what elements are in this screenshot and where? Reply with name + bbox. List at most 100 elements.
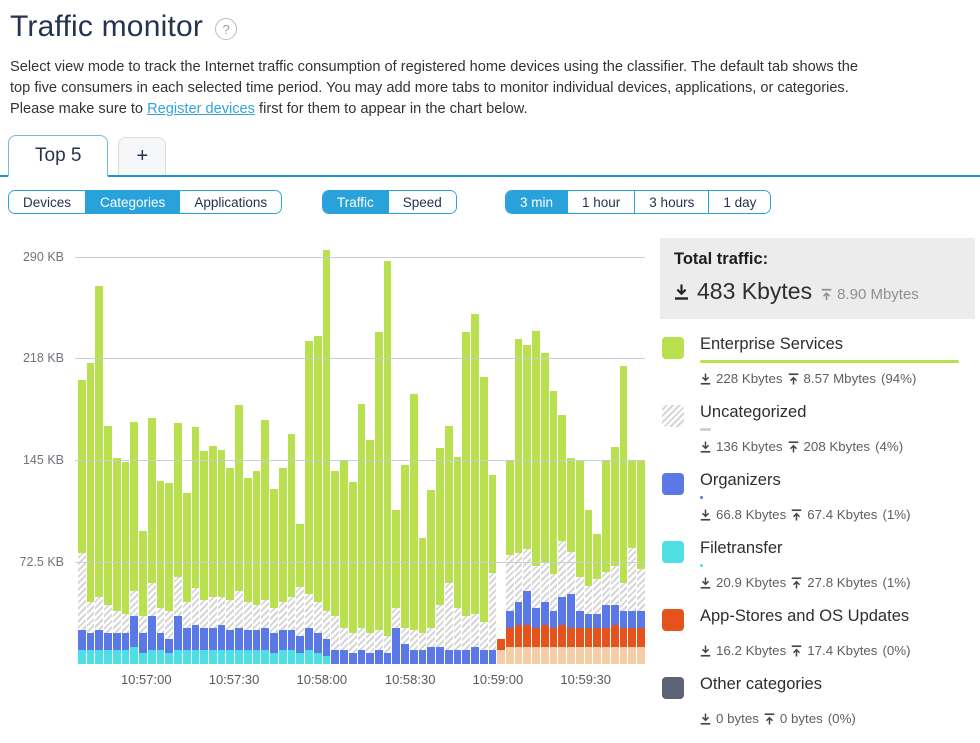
chart-bar[interactable] — [243, 477, 252, 664]
chart-bar[interactable] — [217, 449, 226, 664]
bar-segment-organizers — [575, 610, 584, 628]
legend-item[interactable]: Uncategorized 136 Kbytes 208 Kbytes (4%) — [660, 403, 975, 454]
chart-bar[interactable] — [121, 462, 130, 664]
chart-bar[interactable] — [278, 468, 287, 664]
legend-swatch — [662, 609, 684, 631]
chart-bar[interactable] — [418, 538, 427, 664]
chart-bar[interactable] — [479, 377, 488, 664]
chart-bar[interactable] — [313, 336, 322, 664]
register-devices-link[interactable]: Register devices — [147, 101, 255, 117]
segment-button-1-day[interactable]: 1 day — [708, 191, 771, 213]
chart-bar[interactable] — [392, 510, 401, 664]
bar-segment-enterprise — [505, 459, 514, 555]
chart-bar[interactable] — [348, 482, 357, 664]
segment-button-3-hours[interactable]: 3 hours — [634, 191, 709, 213]
legend-item[interactable]: App-Stores and OS Updates 16.2 Kbytes 17.4… — [660, 607, 975, 658]
segment-button-categories[interactable]: Categories — [85, 191, 180, 213]
chart-bar[interactable] — [296, 524, 305, 664]
chart-bar[interactable] — [147, 417, 156, 664]
chart-bar[interactable] — [584, 510, 593, 664]
chart-bar[interactable] — [95, 286, 104, 664]
chart-bar[interactable] — [270, 489, 278, 664]
legend-item[interactable]: Filetransfer 20.9 Kbytes 27.8 Kbytes (1%) — [660, 539, 975, 590]
bar-segment-filetransfer — [226, 650, 235, 664]
chart-bar[interactable] — [165, 483, 174, 664]
chart-bar[interactable] — [567, 458, 575, 664]
chart-bar[interactable] — [427, 490, 436, 664]
chart-bar[interactable] — [532, 330, 540, 664]
chart-bar[interactable] — [436, 448, 444, 664]
chart-bar[interactable] — [287, 434, 296, 664]
legend-item[interactable]: Organizers 66.8 Kbytes 67.4 Kbytes (1%) — [660, 471, 975, 522]
chart-bar[interactable] — [322, 249, 331, 664]
chart-bar[interactable] — [130, 421, 139, 664]
chart-bar[interactable] — [305, 340, 313, 664]
chart-bar[interactable] — [401, 465, 409, 664]
chart-bar[interactable] — [383, 260, 392, 664]
chart-bar[interactable] — [235, 405, 243, 664]
chart-bar[interactable] — [523, 344, 532, 664]
chart-bar[interactable] — [575, 459, 584, 664]
chart-bar[interactable] — [444, 426, 453, 664]
help-icon[interactable]: ? — [215, 18, 238, 40]
chart-bar[interactable] — [78, 379, 86, 664]
download-icon — [700, 577, 711, 589]
chart-bar[interactable] — [471, 314, 479, 664]
bar-segment-enterprise — [226, 468, 235, 600]
chart-bar[interactable] — [340, 459, 348, 664]
chart-bar[interactable] — [593, 533, 602, 664]
chart-bar[interactable] — [112, 458, 121, 664]
chart-bar[interactable] — [156, 480, 165, 664]
chart-bar[interactable] — [357, 403, 366, 664]
chart-bars — [78, 240, 645, 664]
chart-bar[interactable] — [86, 363, 95, 664]
chart-bar[interactable] — [182, 493, 191, 664]
segment-button-traffic[interactable]: Traffic — [323, 191, 388, 213]
chart-bar[interactable] — [191, 427, 200, 664]
segment-button-3-min[interactable]: 3 min — [506, 191, 568, 213]
segment-button-devices[interactable]: Devices — [9, 191, 86, 213]
bar-segment-organizers — [296, 636, 305, 653]
chart-bar[interactable] — [602, 459, 610, 664]
chart-bar[interactable] — [200, 451, 209, 664]
segment-button-speed[interactable]: Speed — [387, 191, 456, 213]
chart-bar[interactable] — [261, 420, 270, 664]
chart-bar[interactable] — [505, 459, 514, 664]
chart-bar[interactable] — [462, 332, 471, 664]
chart-bar[interactable] — [497, 638, 505, 664]
chart-bar[interactable] — [619, 365, 628, 664]
bar-segment-enterprise — [471, 314, 479, 614]
bar-segment-enterprise — [357, 403, 366, 628]
chart-bar[interactable] — [637, 459, 645, 664]
chart-bar[interactable] — [549, 391, 558, 664]
chart-bar[interactable] — [252, 470, 261, 664]
chart-bar[interactable] — [453, 456, 462, 664]
bar-segment-enterprise — [593, 533, 602, 579]
chart-bar[interactable] — [488, 475, 497, 664]
chart-bar[interactable] — [209, 445, 217, 664]
legend-item[interactable]: Other categories 0 bytes 0 bytes (0%) — [660, 675, 975, 726]
legend-item[interactable]: Enterprise Services 228 Kbytes 8.57 Mbytes… — [660, 335, 975, 386]
segment-button-1-hour[interactable]: 1 hour — [567, 191, 635, 213]
y-axis-label: 72.5 KB — [19, 554, 64, 569]
tab-top5[interactable]: Top 5 — [8, 135, 109, 177]
chart-bar[interactable] — [628, 459, 636, 664]
chart-bar[interactable] — [226, 468, 235, 664]
chart-bar[interactable] — [331, 470, 340, 664]
chart-bar[interactable] — [514, 339, 523, 664]
segment-button-applications[interactable]: Applications — [179, 191, 282, 213]
chart-bar[interactable] — [558, 414, 567, 664]
chart-bar[interactable] — [540, 353, 549, 664]
legend-share-underline — [700, 360, 959, 363]
add-tab-button[interactable]: + — [118, 137, 167, 175]
bar-segment-uncategorized — [95, 596, 104, 631]
chart-bar[interactable] — [104, 426, 112, 664]
bar-segment-enterprise — [436, 448, 444, 606]
chart-bar[interactable] — [374, 332, 383, 664]
chart-bar[interactable] — [366, 440, 374, 664]
bar-segment-organizers — [191, 624, 200, 650]
chart-bar[interactable] — [139, 531, 147, 664]
chart-bar[interactable] — [174, 423, 182, 664]
chart-bar[interactable] — [610, 447, 619, 664]
chart-bar[interactable] — [409, 393, 418, 664]
